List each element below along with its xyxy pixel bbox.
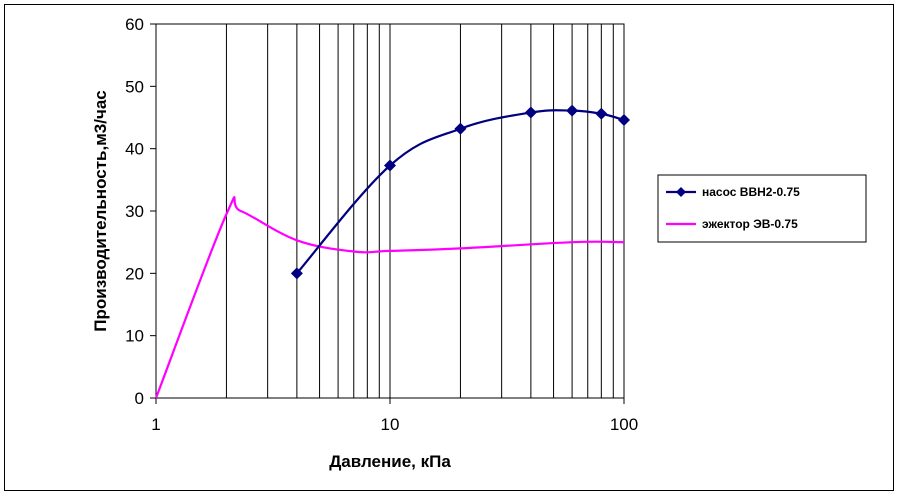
y-axis-title: Производительность,м3/час [91, 90, 110, 331]
series-line-2 [154, 196, 625, 399]
series-1-point [595, 107, 608, 120]
series-1-point [454, 122, 467, 135]
y-tick-label: 50 [125, 77, 144, 96]
series-layer [154, 104, 630, 399]
x-tick-label: 1 [151, 415, 160, 434]
y-tick-label: 30 [125, 202, 144, 221]
x-tick-label: 100 [610, 415, 638, 434]
y-tick-label: 20 [125, 264, 144, 283]
series-1-point [618, 113, 630, 126]
y-tick-label: 60 [125, 15, 144, 34]
x-tick-label: 10 [381, 415, 400, 434]
y-tick-label: 40 [125, 140, 144, 159]
x-axis-title: Давление, кПа [329, 452, 451, 471]
grid [225, 24, 614, 398]
series-1-point [524, 106, 537, 119]
chart-frame [4, 4, 894, 491]
legend-marker-1 [676, 187, 686, 197]
y-tick-label: 10 [125, 327, 144, 346]
series-1-point [566, 104, 579, 117]
legend: насос ВВН2-0.75 эжектор ЭВ-0.75 [657, 174, 867, 243]
legend-label-1: насос ВВН2-0.75 [702, 185, 800, 199]
series-1-point [290, 267, 303, 280]
legend-box [657, 174, 867, 243]
y-tick-label: 0 [135, 389, 144, 408]
series-1-point [384, 159, 396, 172]
legend-label-2: эжектор ЭВ-0.75 [702, 217, 798, 231]
axes: 0 10 20 30 40 50 60 1 10 100 [125, 15, 638, 434]
